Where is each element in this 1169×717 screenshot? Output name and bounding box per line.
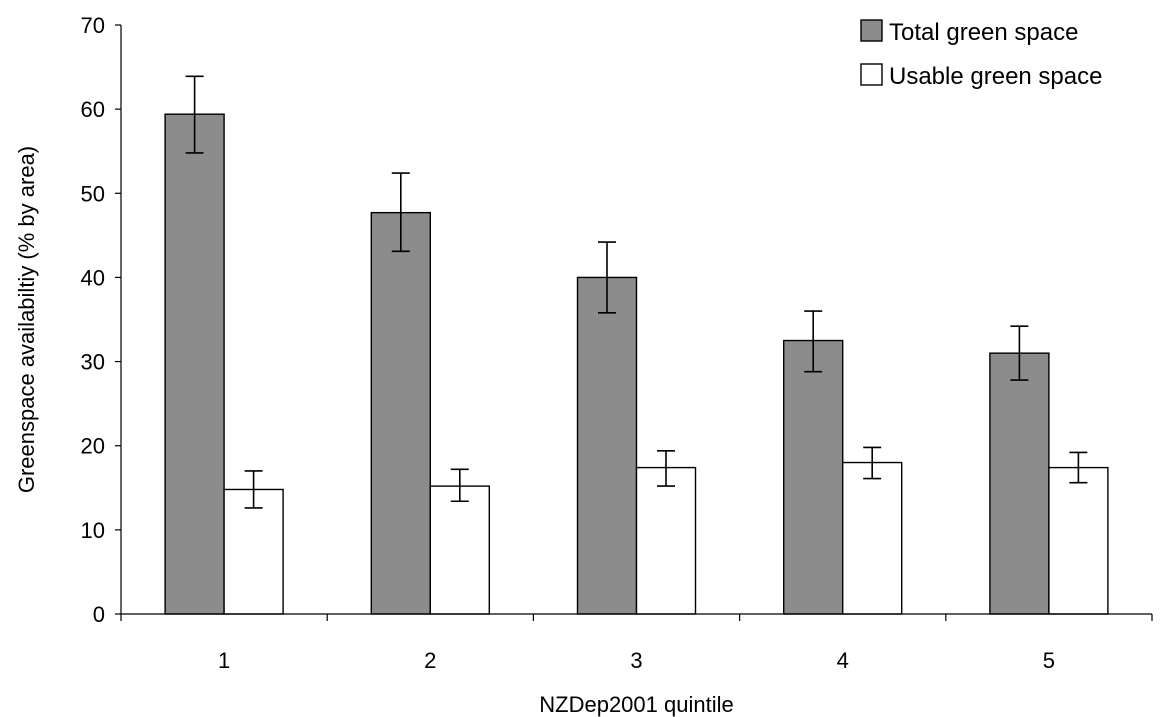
- bar-usable-green-space: [223, 488, 284, 615]
- x-tick-label: 5: [1043, 648, 1055, 673]
- y-tick-label: 10: [81, 518, 105, 543]
- bar-total-green-space: [370, 211, 431, 615]
- error-bar: [1069, 451, 1088, 484]
- legend-label-total: Total green space: [889, 19, 1078, 46]
- y-tick-label: 30: [81, 350, 105, 375]
- x-axis-title: NZDep2001 quintile: [539, 692, 733, 717]
- y-tick-label: 50: [81, 181, 105, 206]
- bar-usable-green-space: [429, 485, 490, 615]
- error-bar: [804, 310, 823, 373]
- y-tick-label: 20: [81, 434, 105, 459]
- error-bars-layer: [185, 75, 1088, 509]
- x-tick-label: 2: [424, 648, 436, 673]
- legend-swatch-total: [860, 19, 883, 42]
- error-bar: [863, 446, 882, 480]
- error-bar: [450, 468, 469, 503]
- bar-total-green-space: [576, 276, 638, 615]
- bar-usable-green-space: [842, 461, 903, 615]
- error-bar: [598, 241, 616, 314]
- error-bar: [657, 449, 675, 487]
- bar-total-green-space: [164, 113, 225, 615]
- y-tick-label: 0: [93, 602, 105, 627]
- axes-layer: [120, 25, 1152, 615]
- error-bar: [185, 75, 204, 154]
- y-tick-label: 60: [81, 97, 105, 122]
- bar-total-green-space: [783, 339, 844, 615]
- bar-usable-green-space: [635, 466, 697, 615]
- x-tick-label: 3: [630, 648, 642, 673]
- y-tick-label: 40: [81, 265, 105, 290]
- x-tick-label: 4: [837, 648, 849, 673]
- error-bar: [391, 172, 410, 253]
- legend-label-usable: Usable green space: [889, 63, 1102, 90]
- ticks-layer: 0 10 20 30 40 50 60 70 1 2 3 4 5: [81, 13, 1153, 673]
- bar-total-green-space: [989, 352, 1050, 615]
- error-bar: [244, 470, 263, 509]
- y-axis-title: Greenspace availabiltiy (% by area): [14, 146, 39, 493]
- y-tick-label: 70: [81, 13, 105, 38]
- legend: Total green space Usable green space: [860, 19, 1102, 90]
- x-tick-label: 1: [218, 648, 230, 673]
- bar-usable-green-space: [1048, 466, 1109, 615]
- legend-swatch-usable: [860, 63, 883, 86]
- error-bar: [1010, 325, 1029, 381]
- bars-layer: [164, 113, 1109, 615]
